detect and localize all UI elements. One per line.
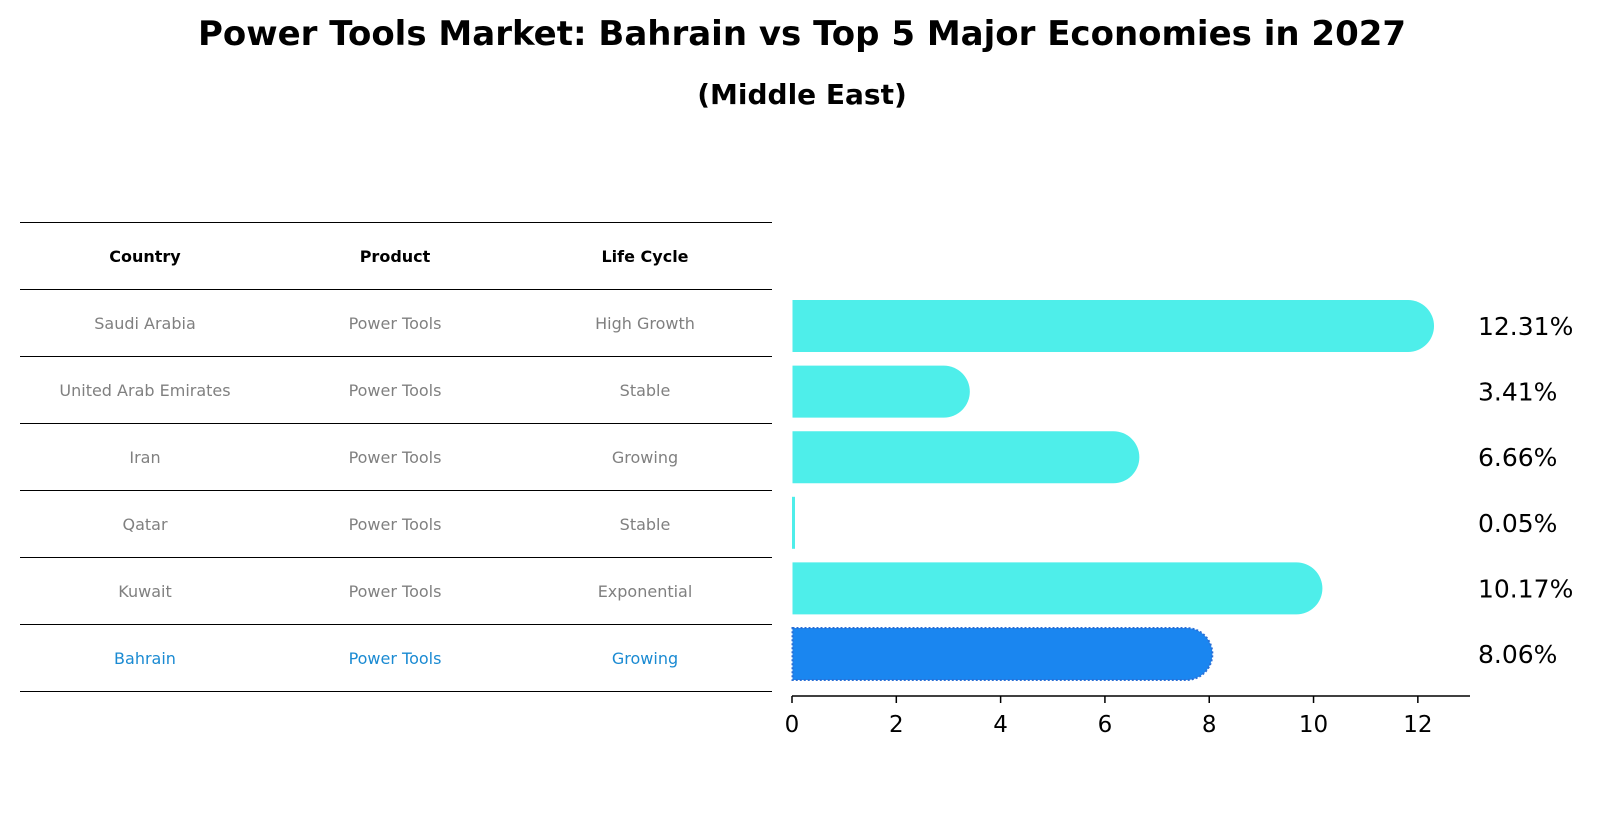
bar-bahrain — [791, 627, 1214, 681]
chart-subtitle: (Middle East) — [697, 78, 907, 111]
table-header-row: Country Product Life Cycle — [20, 222, 772, 290]
table-row: Iran Power Tools Growing — [20, 424, 772, 491]
table-row: Qatar Power Tools Stable — [20, 491, 772, 558]
data-label: 10.17% — [1478, 574, 1573, 603]
cell-product: Power Tools — [348, 380, 442, 400]
data-table: Country Product Life Cycle Saudi Arabia … — [20, 222, 772, 692]
data-label: 6.66% — [1478, 443, 1557, 472]
cell-product: Power Tools — [348, 447, 442, 467]
header-life-cycle: Life Cycle — [601, 246, 689, 266]
x-tick-label: 6 — [1098, 712, 1113, 738]
cell-country: Bahrain — [114, 648, 176, 668]
table-row-highlighted: Bahrain Power Tools Growing — [20, 625, 772, 692]
cell-country: Saudi Arabia — [94, 313, 196, 333]
x-tick-label: 12 — [1403, 712, 1432, 738]
cell-country: United Arab Emirates — [59, 380, 231, 400]
cell-life-cycle: Stable — [619, 514, 671, 534]
cell-product: Power Tools — [348, 581, 442, 601]
cell-life-cycle: High Growth — [595, 313, 695, 333]
x-tick-label: 8 — [1202, 712, 1217, 738]
cell-life-cycle: Growing — [611, 648, 679, 668]
cell-life-cycle: Growing — [611, 447, 679, 467]
chart-title: Power Tools Market: Bahrain vs Top 5 Maj… — [197, 14, 1407, 54]
table-row: United Arab Emirates Power Tools Stable — [20, 357, 772, 424]
header-product: Product — [359, 246, 431, 266]
header-country: Country — [109, 246, 181, 266]
bar-iran — [792, 431, 1140, 484]
x-tick-label: 10 — [1299, 712, 1328, 738]
data-label: 8.06% — [1478, 640, 1557, 669]
cell-country: Qatar — [122, 514, 168, 534]
table-row: Saudi Arabia Power Tools High Growth — [20, 290, 772, 357]
bar-qatar — [792, 496, 795, 549]
table-row: Kuwait Power Tools Exponential — [20, 558, 772, 625]
data-label: 0.05% — [1478, 509, 1557, 538]
cell-country: Kuwait — [118, 581, 172, 601]
bar-saudi-arabia — [792, 300, 1435, 352]
cell-product: Power Tools — [348, 648, 442, 668]
data-label: 12.31% — [1478, 312, 1573, 341]
cell-country: Iran — [129, 447, 161, 467]
x-tick-label: 0 — [785, 712, 800, 738]
x-tick-label: 2 — [889, 712, 904, 738]
cell-life-cycle: Stable — [619, 380, 671, 400]
data-label: 3.41% — [1478, 378, 1557, 407]
bar-kuwait — [792, 562, 1323, 615]
bar-united-arab-emirates — [792, 365, 970, 418]
cell-product: Power Tools — [348, 313, 442, 333]
cell-life-cycle: Exponential — [597, 581, 693, 601]
x-tick-label: 4 — [993, 712, 1008, 738]
cell-product: Power Tools — [348, 514, 442, 534]
